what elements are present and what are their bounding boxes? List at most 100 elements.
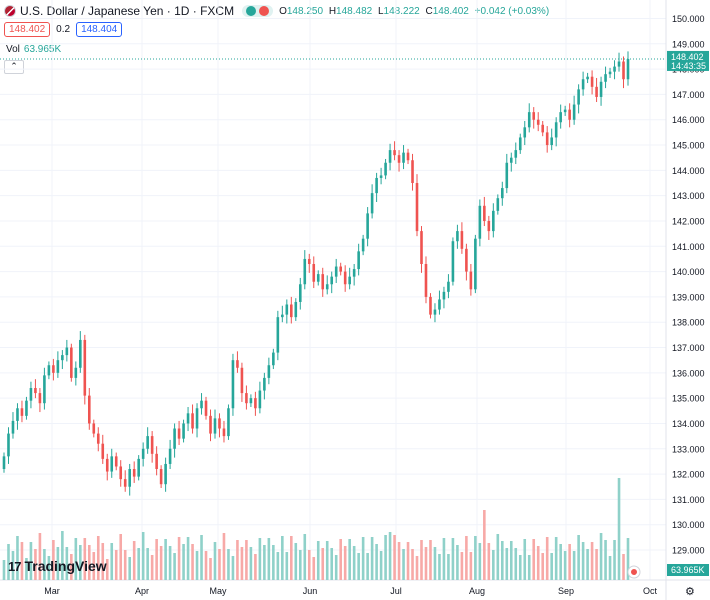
volume-bar	[294, 543, 298, 580]
buy-button[interactable]: 148.404	[76, 22, 123, 37]
candle-body	[2, 456, 6, 470]
volume-bar	[137, 548, 140, 580]
candle-body	[119, 466, 123, 480]
candle-body	[34, 388, 37, 394]
symbol-title[interactable]: U.S. Dollar / Japanese Yen · 1D · FXCM	[20, 4, 235, 18]
volume-bar	[577, 535, 580, 580]
candle-body	[429, 296, 432, 315]
y-tick-label: 129.000	[672, 546, 705, 556]
candle-body	[532, 112, 536, 120]
candle-body	[568, 109, 571, 120]
candle-body	[146, 436, 149, 449]
volume-bar	[442, 538, 446, 580]
tradingview-mark-icon: 17	[8, 558, 22, 574]
y-tick-label: 141.000	[672, 242, 705, 252]
y-tick-label: 132.000	[672, 470, 705, 480]
volume-bar	[536, 546, 540, 580]
volume-bar	[339, 539, 342, 580]
candle-body	[420, 231, 423, 265]
volume-bar	[568, 544, 571, 580]
volume-bar	[47, 556, 51, 580]
collapse-legend-button[interactable]: ⌃	[4, 60, 24, 74]
candle-body	[173, 428, 176, 449]
candle-body	[96, 433, 100, 444]
y-tick-label: 137.000	[672, 343, 705, 353]
volume-bar	[572, 551, 576, 580]
sell-button[interactable]: 148.402	[4, 22, 51, 37]
volume-bar	[487, 543, 491, 580]
volume-bar	[469, 552, 473, 580]
x-tick-label: Apr	[135, 586, 149, 596]
volume-bar	[114, 550, 118, 580]
candle-body	[352, 269, 356, 277]
candle-body	[514, 150, 518, 158]
candle-body	[438, 299, 441, 310]
volume-bar	[563, 551, 567, 580]
volume-bar	[79, 545, 82, 580]
volume-bar	[312, 557, 316, 580]
volume-bar	[276, 552, 280, 580]
volume-bar	[141, 532, 145, 580]
candle-body	[263, 377, 266, 391]
candle-body	[7, 433, 10, 457]
candle-body	[105, 458, 109, 472]
market-alert-icon	[259, 6, 270, 16]
candle-body	[218, 418, 221, 429]
volume-bar	[586, 549, 589, 580]
volume-bar	[438, 554, 441, 580]
volume-bar	[415, 556, 419, 580]
candle-body	[469, 271, 473, 290]
volume-bar	[38, 533, 42, 580]
candle-body	[254, 398, 257, 409]
volume-bar	[164, 539, 167, 580]
candle-body	[406, 152, 410, 161]
candle-body	[451, 241, 455, 282]
volume-bar	[433, 547, 437, 580]
volume-bar	[509, 541, 513, 580]
volume-bar	[298, 550, 302, 580]
volume-bar	[263, 545, 266, 580]
volume-bar	[195, 551, 199, 580]
volume-bar	[581, 542, 585, 580]
candle-body	[334, 266, 338, 277]
x-tick-label: Oct	[643, 586, 658, 596]
volume-bar	[608, 556, 612, 580]
price-tag	[667, 50, 709, 71]
volume-bar	[348, 539, 351, 580]
candle-body	[83, 339, 87, 396]
volume-bar	[622, 554, 625, 580]
volume-bar	[514, 548, 518, 580]
candle-body	[518, 137, 522, 151]
market-status-indicator[interactable]	[242, 5, 274, 17]
trade-buttons: 148.402 0.2 148.404	[4, 22, 123, 37]
volume-bar	[177, 537, 181, 580]
volume-bar	[34, 549, 37, 580]
candle-body	[29, 388, 33, 401]
candle-body	[52, 365, 55, 373]
volume-tag	[667, 564, 709, 576]
candle-body	[132, 469, 136, 477]
candle-body	[501, 188, 504, 199]
tradingview-logo[interactable]: 17 TradingView	[8, 558, 107, 574]
candle-body	[87, 395, 91, 424]
volume-bar	[361, 537, 365, 580]
candle-body	[622, 61, 625, 80]
volume-bar	[613, 540, 616, 580]
candle-body	[150, 436, 154, 454]
candle-body	[245, 393, 248, 404]
candle-body	[294, 301, 298, 318]
low-label: L	[377, 5, 384, 17]
event-flag-dot	[631, 569, 637, 575]
candle-body	[442, 291, 446, 300]
x-tick-label: Mar	[44, 586, 60, 596]
volume-bar	[52, 540, 55, 580]
y-tick-label: 138.000	[672, 318, 705, 328]
candle-body	[141, 448, 145, 459]
candle-body	[343, 271, 347, 285]
candle-body	[563, 109, 567, 113]
candle-body	[325, 284, 329, 290]
settings-gear-icon[interactable]: ⚙	[685, 586, 695, 598]
candle-body	[65, 347, 69, 356]
volume-legend[interactable]: Vol 63.965K	[6, 44, 61, 55]
